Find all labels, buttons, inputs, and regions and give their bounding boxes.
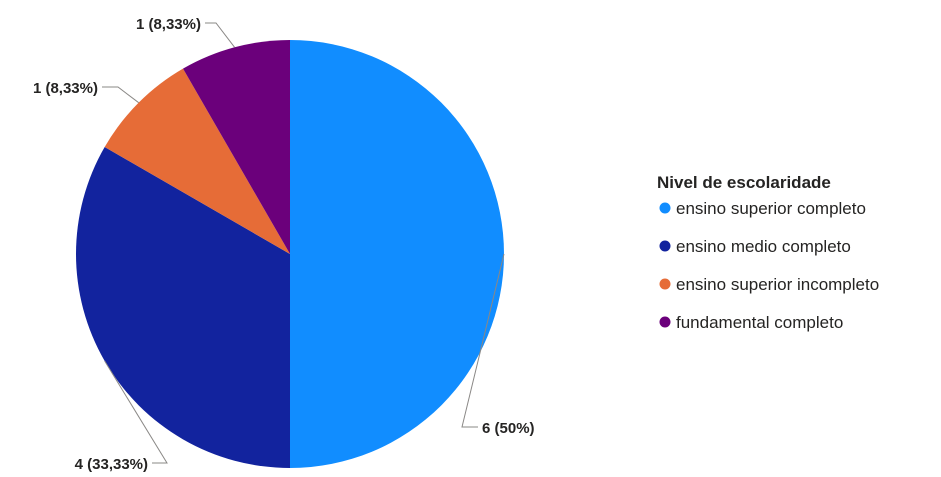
- data-label-ensino-medio-completo: 4 (33,33%): [75, 456, 148, 473]
- legend-label: ensino superior incompleto: [676, 275, 879, 294]
- pie-slice-ensino-medio-completo[interactable]: [75, 147, 291, 468]
- pie-slices: [75, 40, 504, 468]
- data-label-ensino-superior-completo: 6 (50%): [482, 420, 535, 437]
- legend-label: fundamental completo: [676, 313, 843, 332]
- leader-line-ensino-medio-completo: [104, 360, 168, 464]
- leader-line-ensino-superior-incompleto: [102, 86, 140, 104]
- legend-label: ensino medio completo: [676, 237, 851, 256]
- legend-item-ensino-superior-incompleto[interactable]: ensino superior incompleto: [659, 275, 880, 294]
- legend-label: ensino superior completo: [676, 199, 866, 218]
- legend: Nivel de escolaridade ensino superior co…: [657, 173, 879, 332]
- legend-title: Nivel de escolaridade: [657, 173, 831, 192]
- data-label-fundamental-completo: 1 (8,33%): [136, 16, 201, 33]
- data-labels: 6 (50%) 4 (33,33%) 1 (8,33%) 1 (8,33%): [33, 16, 535, 473]
- legend-item-fundamental-completo[interactable]: fundamental completo: [659, 313, 844, 332]
- legend-marker: [659, 316, 671, 328]
- pie-slice-fundamental-completo[interactable]: [183, 40, 290, 254]
- legend-item-ensino-superior-completo[interactable]: ensino superior completo: [659, 199, 866, 218]
- leader-line-ensino-superior-completo: [461, 253, 505, 428]
- legend-item-ensino-medio-completo[interactable]: ensino medio completo: [659, 237, 851, 256]
- pie-slice-ensino-superior-completo[interactable]: [290, 40, 504, 468]
- pie-slice-ensino-superior-incompleto[interactable]: [104, 68, 290, 254]
- legend-marker: [659, 240, 671, 252]
- legend-marker: [659, 202, 671, 214]
- legend-marker: [659, 278, 671, 290]
- leader-line-fundamental-completo: [205, 22, 235, 48]
- data-label-ensino-superior-incompleto: 1 (8,33%): [33, 80, 98, 97]
- leader-lines: [102, 22, 505, 464]
